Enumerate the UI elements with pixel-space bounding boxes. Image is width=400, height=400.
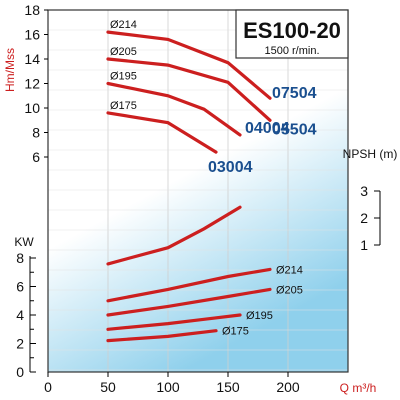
kw-tick-label: 8 (16, 250, 24, 266)
x-tick-label: 200 (276, 379, 300, 395)
x-tick-label: 0 (44, 379, 52, 395)
head-tick-label: 8 (32, 125, 40, 141)
head-tick-label: 16 (24, 27, 40, 43)
plot-area-background (48, 10, 348, 372)
head-impeller-label: Ø214 (110, 19, 137, 31)
model-label: 07504 (272, 85, 317, 102)
y-axis-label-head: Hm/Mss (3, 48, 17, 92)
power-impeller-label: Ø195 (246, 310, 273, 322)
npsh-tick-label: 3 (360, 183, 368, 199)
power-curve (106, 287, 272, 317)
head-impeller-label: Ø175 (110, 100, 137, 112)
head-tick-label: 14 (24, 51, 40, 67)
kw-tick-label: 4 (16, 307, 24, 323)
model-label: 03004 (208, 159, 253, 176)
head-tick-label: 18 (24, 2, 40, 18)
model-label: 04004 (245, 120, 290, 137)
head-impeller-label: Ø195 (110, 71, 137, 83)
head-curve (106, 111, 218, 154)
head-curve (106, 81, 242, 137)
power-curve (106, 329, 218, 343)
y-axis-label-kw: KW (14, 235, 34, 249)
chart-subtitle: 1500 r/min. (264, 45, 319, 57)
model-label: 05504 (272, 121, 317, 138)
npsh-tick-label: 1 (360, 237, 368, 253)
power-impeller-label: Ø175 (222, 326, 249, 338)
power-impeller-label: Ø214 (276, 264, 303, 276)
kw-tick-label: 6 (16, 279, 24, 295)
head-tick-label: 12 (24, 76, 40, 92)
y-axis-label-npsh: NPSH (m) (343, 147, 398, 161)
title-box (235, 9, 349, 59)
x-tick-label: 50 (100, 379, 116, 395)
head-curve (106, 57, 272, 122)
npsh-curve (106, 205, 242, 266)
chart-title: ES100-20 (243, 18, 341, 43)
power-curve (106, 267, 272, 303)
head-impeller-label: Ø205 (110, 46, 137, 58)
x-axis-label: Q m³/h (340, 381, 377, 395)
power-impeller-label: Ø205 (276, 284, 303, 296)
power-curve (106, 313, 242, 331)
kw-tick-label: 2 (16, 336, 24, 352)
head-tick-label: 6 (32, 149, 40, 165)
grid (48, 10, 349, 372)
kw-tick-label: 0 (16, 364, 24, 380)
head-tick-label: 10 (24, 100, 40, 116)
x-tick-label: 100 (156, 379, 180, 395)
head-curve (106, 30, 272, 100)
plot-frame (47, 9, 349, 373)
npsh-tick-label: 2 (360, 210, 368, 226)
curves (106, 30, 272, 343)
x-tick-label: 150 (216, 379, 240, 395)
